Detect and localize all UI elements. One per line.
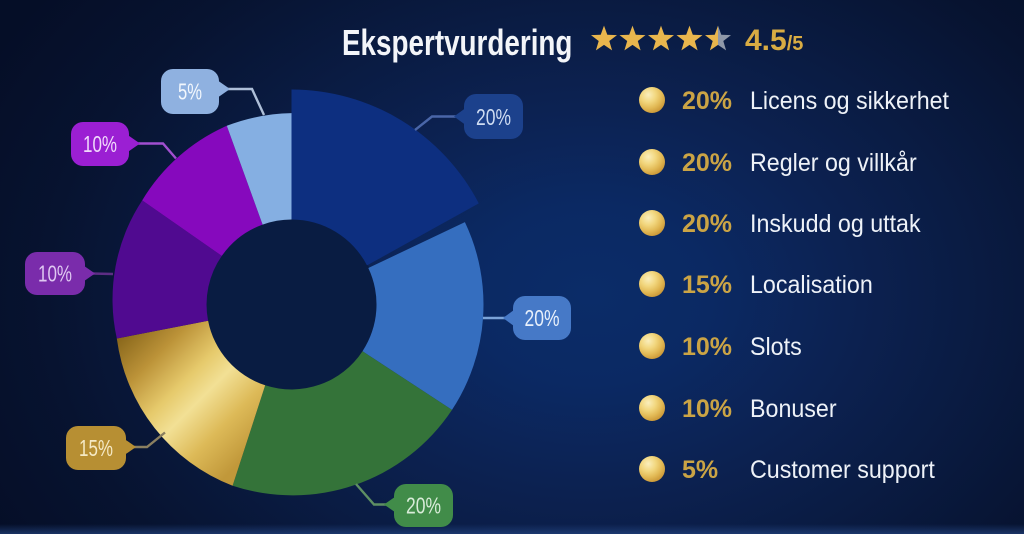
svg-text:20%: 20% — [476, 104, 511, 130]
svg-text:20%: 20% — [525, 305, 560, 331]
svg-text:15%: 15% — [79, 435, 113, 461]
svg-text:10%: 10% — [38, 261, 72, 287]
svg-text:20%: 20% — [406, 493, 441, 519]
svg-text:10%: 10% — [83, 131, 117, 157]
svg-text:5%: 5% — [178, 79, 202, 105]
